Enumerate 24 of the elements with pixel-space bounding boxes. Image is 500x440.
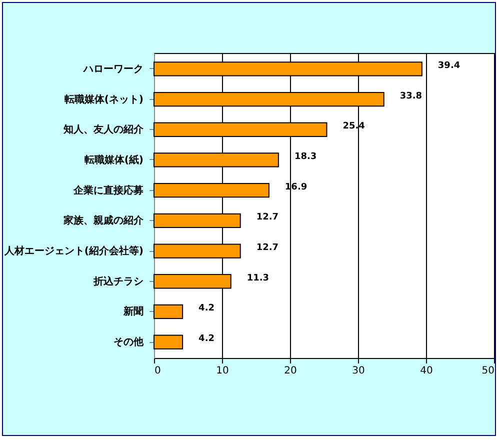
data-label: 18.3 bbox=[294, 152, 317, 162]
x-tick-label: 10 bbox=[216, 366, 229, 376]
data-label: 12.7 bbox=[256, 212, 279, 223]
y-tick-label: 転職媒体(ネット) bbox=[63, 93, 144, 106]
x-tick-label: 50 bbox=[482, 366, 494, 376]
y-tick-label: 知人、友人の紹介 bbox=[62, 124, 144, 136]
data-label: 11.3 bbox=[246, 273, 270, 284]
data-label: 39.4 bbox=[438, 60, 460, 71]
y-tick-label: ハローワーク bbox=[82, 64, 144, 75]
x-tick-label: 30 bbox=[352, 366, 365, 376]
y-tick-label: 企業に直接応募 bbox=[72, 184, 144, 196]
data-label: 4.2 bbox=[198, 304, 215, 314]
x-tick-label: 20 bbox=[284, 366, 297, 376]
y-tick-label: 折込チラシ bbox=[92, 275, 144, 288]
data-label: 4.2 bbox=[198, 334, 215, 344]
x-tick-label: 0 bbox=[154, 366, 161, 376]
y-tick-label: その他 bbox=[114, 336, 144, 348]
x-tick-label: 40 bbox=[420, 366, 433, 376]
y-tick-label: 家族、親戚の紹介 bbox=[62, 214, 144, 227]
y-tick-label: 転職媒体(紙) bbox=[83, 154, 144, 166]
data-label: 12.7 bbox=[256, 243, 279, 254]
y-tick-label: 人材エージェント(紹介会社等) bbox=[3, 245, 144, 258]
data-label: 33.8 bbox=[400, 91, 422, 102]
y-tick-label: 新聞 bbox=[122, 306, 144, 318]
